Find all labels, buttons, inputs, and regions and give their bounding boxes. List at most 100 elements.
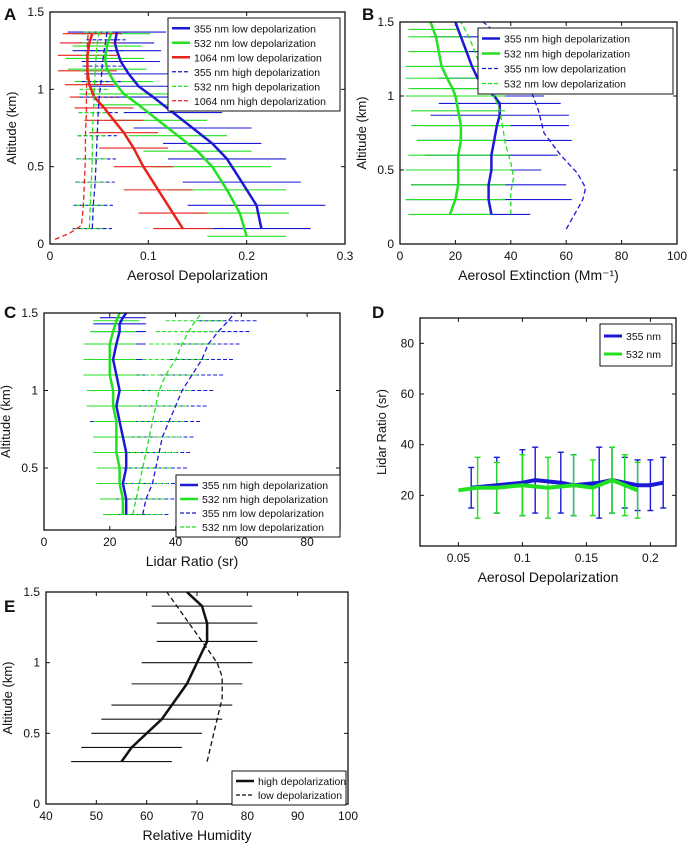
panel-b: B 0 20 40 60 80 100 0 0.5 1 1.5 Aerosol Extinction …: [354, 5, 687, 283]
y-tick-label: 0.5: [21, 461, 38, 475]
series-line-532-nm-low-depolarization: [103, 33, 248, 237]
x-tick-label: 60: [140, 809, 154, 823]
legend-label-355-nm: 355 nm: [626, 331, 661, 343]
x-axis-label: Aerosol Extinction (Mm⁻¹): [458, 267, 619, 283]
y-tick-label: 1.5: [21, 306, 38, 320]
series-line-355-nm: [471, 478, 664, 490]
legend: 355 nm high depolarization 532 nm high de…: [175, 474, 341, 538]
y-tick-label: 1: [33, 656, 40, 670]
series-line-low-depolarization: [166, 592, 223, 762]
panel-letter: C: [4, 303, 16, 322]
legend-box: [477, 27, 674, 95]
panel-d: D 0.05 0.1 0.15 0.2 20 40 60 80 Aerosol Depolariz…: [372, 303, 677, 585]
plot-area: [83, 313, 265, 516]
y-axis-label: Altitude (km): [4, 92, 19, 165]
y-axis-label: Altitude (km): [354, 97, 369, 170]
legend-label-355-nm-high-depolarization: 355 nm high depolarization: [194, 67, 320, 79]
axes-frame: [419, 317, 677, 547]
x-tick-label: 70: [190, 809, 204, 823]
legend-label-low-depolarization: low depolarization: [258, 790, 342, 802]
panel-a: A 0 0.1 0.2 0.3 0 0.5 1 1.5 Aerosol Depolarizatio…: [4, 5, 354, 283]
series-line-355-nm-high-depolarization: [91, 32, 108, 229]
x-tick-label: 20: [449, 249, 463, 263]
axes-frame: [49, 11, 346, 245]
x-tick-label: 0.1: [140, 249, 157, 263]
series-line-355-nm-low-depolarization: [113, 31, 263, 229]
series-line-532-nm: [458, 478, 639, 493]
x-tick-label: 100: [667, 249, 687, 263]
series-line-532-nm-high-depolarization: [108, 313, 125, 515]
panel-letter: D: [372, 303, 384, 322]
y-tick-label: 0: [37, 237, 44, 251]
x-tick-label: 50: [90, 809, 104, 823]
y-tick-label: 60: [401, 387, 415, 401]
y-tick-label: 1.5: [27, 5, 44, 19]
legend-box: [167, 17, 341, 112]
series-line-high-depolarization: [120, 592, 209, 763]
x-tick-label: 0.2: [642, 551, 659, 565]
x-tick-label: 80: [300, 535, 314, 549]
x-tick-label: 60: [560, 249, 574, 263]
y-tick-label: 1: [387, 89, 394, 103]
y-tick-label: 1.5: [377, 15, 394, 29]
legend-label-532-nm-low-depolarization: 532 nm low depolarization: [202, 522, 324, 534]
x-tick-label: 40: [39, 809, 53, 823]
y-tick-label: 1: [31, 384, 38, 398]
legend-label-355-nm-low-depolarization: 355 nm low depolarization: [194, 23, 316, 35]
legend-box: [231, 770, 347, 806]
legend-label-355-nm-low-depolarization: 355 nm low depolarization: [202, 508, 324, 520]
series-line-1064-nm-low-depolarization: [86, 33, 184, 230]
x-tick-label: 0: [47, 249, 54, 263]
panel-letter: B: [362, 5, 374, 24]
y-tick-label: 0.5: [377, 163, 394, 177]
panel-c: C 0 20 40 60 80 0.5 1 1.5 Lidar Ratio (sr) Altitud…: [0, 303, 341, 569]
axes-frame: [45, 591, 349, 805]
legend: high depolarization low depolarization: [231, 770, 347, 806]
x-tick-label: 20: [103, 535, 117, 549]
y-tick-label: 1: [37, 82, 44, 96]
x-tick-label: 80: [615, 249, 629, 263]
x-axis-label: Relative Humidity: [143, 827, 252, 843]
series-line-532-nm-low-depolarization: [460, 22, 515, 215]
legend-label-355-nm-high-depolarization: 355 nm high depolarization: [504, 34, 630, 46]
x-tick-label: 100: [338, 809, 358, 823]
y-tick-label: 20: [401, 488, 415, 502]
x-tick-label: 60: [235, 535, 249, 549]
x-tick-label: 90: [291, 809, 305, 823]
legend-label-532-nm-high-depolarization: 532 nm high depolarization: [504, 49, 630, 61]
y-tick-label: 80: [401, 336, 415, 350]
x-tick-label: 0.05: [447, 551, 471, 565]
legend-label-high-depolarization: high depolarization: [258, 776, 346, 788]
x-tick-label: 40: [504, 249, 518, 263]
y-tick-label: 40: [401, 438, 415, 452]
panel-e: E 40 50 60 70 80 90 100 0 0.5 1 1.5 Relative Humidit…: [0, 585, 358, 843]
legend-label-532-nm-low-depolarization: 532 nm low depolarization: [504, 79, 626, 91]
x-axis-label: Aerosol Depolarization: [127, 267, 268, 283]
legend-label-532-nm-high-depolarization: 532 nm high depolarization: [202, 494, 328, 506]
y-tick-label: 0: [33, 797, 40, 811]
x-tick-label: 0: [397, 249, 404, 263]
series-line-1064-nm-high-depolarization: [54, 32, 89, 240]
y-tick-label: 0.5: [27, 160, 44, 174]
series-line-355-nm-low-depolarization: [142, 313, 236, 515]
panel-letter: A: [4, 5, 16, 24]
series-line-355-nm-high-depolarization: [111, 313, 128, 515]
legend-label-532-nm-low-depolarization: 532 nm low depolarization: [194, 38, 316, 50]
panel-letter: E: [4, 597, 15, 616]
plot-area: [458, 446, 667, 519]
y-tick-label: 0: [387, 237, 394, 251]
axes-frame: [399, 21, 678, 245]
series-line-532-nm-high-depolarization: [429, 22, 463, 215]
legend-label-1064-nm-high-depolarization: 1064 nm high depolarization: [194, 96, 326, 108]
x-axis-label: Lidar Ratio (sr): [146, 553, 239, 569]
y-axis-label: Lidar Ratio (sr): [374, 389, 389, 475]
plot-area: [71, 592, 258, 763]
plot-area: [405, 22, 587, 230]
legend-label-355-nm-low-depolarization: 355 nm low depolarization: [504, 64, 626, 76]
legend-label-1064-nm-low-depolarization: 1064 nm low depolarization: [194, 52, 322, 64]
legend-label-532-nm: 532 nm: [626, 349, 661, 361]
legend: 355 nm low depolarization 532 nm low depo…: [167, 17, 341, 112]
legend-box: [599, 323, 673, 367]
y-tick-label: 0.5: [23, 726, 40, 740]
x-tick-label: 0.1: [514, 551, 531, 565]
